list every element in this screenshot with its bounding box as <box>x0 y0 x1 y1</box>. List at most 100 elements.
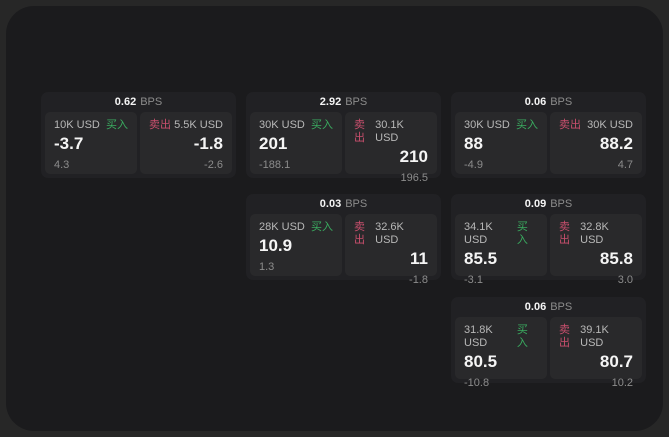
bps-unit: BPS <box>345 198 368 210</box>
bps-value: 0.09 <box>524 198 547 210</box>
buy-change: 4.3 <box>54 159 70 171</box>
buy-meta-row: 30K USD 买入 <box>464 119 538 132</box>
card-header: 0.06 BPS <box>451 92 646 112</box>
sell-meta-row: 卖出 30K USD <box>559 119 633 132</box>
buy-side-label: 买入 <box>311 119 333 131</box>
buy-side-label: 买入 <box>311 221 333 233</box>
buy-meta-row: 31.8K USD 买入 <box>464 324 538 350</box>
sell-side-label: 卖出 <box>354 119 365 144</box>
buy-amount: 30K USD <box>464 119 510 131</box>
panel-row: 10K USD 买入 -3.7 4.3 卖出 5.5K USD -1.8 -2.… <box>41 112 236 174</box>
buy-amount: 28K USD <box>259 221 305 233</box>
buy-panel[interactable]: 30K USD 买入 88 -4.9 <box>455 112 547 174</box>
quote-card: 2.92 BPS 30K USD 买入 201 -188.1 卖出 30.1K … <box>246 92 441 184</box>
buy-amount: 34.1K USD <box>464 221 493 246</box>
bps-value: 0.06 <box>524 301 547 313</box>
sell-amount: 32.6K USD <box>375 221 404 246</box>
sell-side-label: 卖出 <box>559 324 570 349</box>
bps-value: 0.03 <box>319 198 342 210</box>
sell-amount: 39.1K USD <box>580 324 609 349</box>
sell-side-label: 卖出 <box>559 221 570 246</box>
buy-meta-row: 28K USD 买入 <box>259 221 333 234</box>
card-header: 0.03 BPS <box>246 194 441 214</box>
bps-unit: BPS <box>550 301 573 313</box>
panel-row: 28K USD 买入 10.9 1.3 卖出 32.6K USD 11 -1.8 <box>246 214 441 286</box>
sell-side-label: 卖出 <box>354 221 365 246</box>
sell-change: 3.0 <box>617 274 633 286</box>
panel-row: 30K USD 买入 201 -188.1 卖出 30.1K USD 210 1… <box>246 112 441 184</box>
bps-unit: BPS <box>345 96 368 108</box>
panel-row: 31.8K USD 买入 80.5 -10.8 卖出 39.1K USD 80.… <box>451 317 646 389</box>
panel-row: 30K USD 买入 88 -4.9 卖出 30K USD 88.2 4.7 <box>451 112 646 174</box>
buy-change: -10.8 <box>464 377 490 389</box>
buy-price: 85.5 <box>464 249 498 268</box>
sell-price: 210 <box>399 147 428 166</box>
bps-value: 2.92 <box>319 96 342 108</box>
panel-row: 34.1K USD 买入 85.5 -3.1 卖出 32.8K USD 85.8… <box>451 214 646 286</box>
buy-price: 201 <box>259 134 288 153</box>
sell-price: 85.8 <box>599 249 633 268</box>
sell-price: 11 <box>410 249 428 268</box>
sell-meta-row: 卖出 39.1K USD <box>559 324 633 350</box>
buy-price: 88 <box>464 134 483 153</box>
card-header: 0.09 BPS <box>451 194 646 214</box>
buy-amount: 10K USD <box>54 119 100 131</box>
buy-amount: 31.8K USD <box>464 324 493 349</box>
sell-meta-row: 卖出 5.5K USD <box>149 119 223 132</box>
sell-meta-row: 卖出 32.6K USD <box>354 221 428 247</box>
bps-value: 0.06 <box>524 96 547 108</box>
buy-amount: 30K USD <box>259 119 305 131</box>
sell-price: 80.7 <box>599 352 633 371</box>
bps-unit: BPS <box>140 96 163 108</box>
bps-unit: BPS <box>550 96 573 108</box>
sell-amount: 30K USD <box>587 119 633 131</box>
buy-panel[interactable]: 34.1K USD 买入 85.5 -3.1 <box>455 214 547 286</box>
sell-change: 4.7 <box>617 159 633 171</box>
sell-change: 10.2 <box>611 377 633 389</box>
buy-side-label: 买入 <box>516 221 528 246</box>
buy-panel[interactable]: 30K USD 买入 201 -188.1 <box>250 112 342 174</box>
quote-card: 0.03 BPS 28K USD 买入 10.9 1.3 卖出 32.6K US… <box>246 194 441 286</box>
sell-amount: 30.1K USD <box>375 119 404 144</box>
sell-change: 196.5 <box>400 172 428 184</box>
buy-side-label: 买入 <box>516 324 528 349</box>
card-header: 0.06 BPS <box>451 297 646 317</box>
sell-side-label: 卖出 <box>559 119 581 131</box>
buy-price: 80.5 <box>464 352 498 371</box>
buy-panel[interactable]: 10K USD 买入 -3.7 4.3 <box>45 112 137 174</box>
card-header: 0.62 BPS <box>41 92 236 112</box>
buy-change: -4.9 <box>464 159 483 171</box>
buy-price: 10.9 <box>259 236 293 255</box>
sell-panel[interactable]: 卖出 30K USD 88.2 4.7 <box>550 112 642 174</box>
sell-meta-row: 卖出 32.8K USD <box>559 221 633 247</box>
sell-change: -2.6 <box>204 159 223 171</box>
sell-panel[interactable]: 卖出 32.6K USD 11 -1.8 <box>345 214 437 286</box>
quote-card: 0.62 BPS 10K USD 买入 -3.7 4.3 卖出 5.5K USD… <box>41 92 236 178</box>
sell-panel[interactable]: 卖出 30.1K USD 210 196.5 <box>345 112 437 184</box>
buy-change: 1.3 <box>259 261 275 273</box>
bps-unit: BPS <box>550 198 573 210</box>
sell-amount: 32.8K USD <box>580 221 609 246</box>
buy-change: -3.1 <box>464 274 483 286</box>
sell-panel[interactable]: 卖出 32.8K USD 85.8 3.0 <box>550 214 642 286</box>
buy-panel[interactable]: 31.8K USD 买入 80.5 -10.8 <box>455 317 547 389</box>
quote-card: 0.09 BPS 34.1K USD 买入 85.5 -3.1 卖出 32.8K… <box>451 194 646 286</box>
sell-price: -1.8 <box>193 134 223 153</box>
buy-change: -188.1 <box>259 159 291 171</box>
sell-meta-row: 卖出 30.1K USD <box>354 119 428 145</box>
quote-card: 0.06 BPS 30K USD 买入 88 -4.9 卖出 30K USD 8… <box>451 92 646 178</box>
quote-card: 0.06 BPS 31.8K USD 买入 80.5 -10.8 卖出 39.1… <box>451 297 646 389</box>
sell-panel[interactable]: 卖出 39.1K USD 80.7 10.2 <box>550 317 642 389</box>
buy-panel[interactable]: 28K USD 买入 10.9 1.3 <box>250 214 342 276</box>
bps-value: 0.62 <box>114 96 137 108</box>
buy-meta-row: 10K USD 买入 <box>54 119 128 132</box>
buy-meta-row: 30K USD 买入 <box>259 119 333 132</box>
sell-side-label: 卖出 <box>149 119 171 131</box>
buy-meta-row: 34.1K USD 买入 <box>464 221 538 247</box>
page-surface: 0.62 BPS 10K USD 买入 -3.7 4.3 卖出 5.5K USD… <box>6 6 663 431</box>
buy-price: -3.7 <box>54 134 84 153</box>
sell-price: 88.2 <box>599 134 633 153</box>
card-header: 2.92 BPS <box>246 92 441 112</box>
sell-panel[interactable]: 卖出 5.5K USD -1.8 -2.6 <box>140 112 232 174</box>
sell-amount: 5.5K USD <box>174 119 223 131</box>
